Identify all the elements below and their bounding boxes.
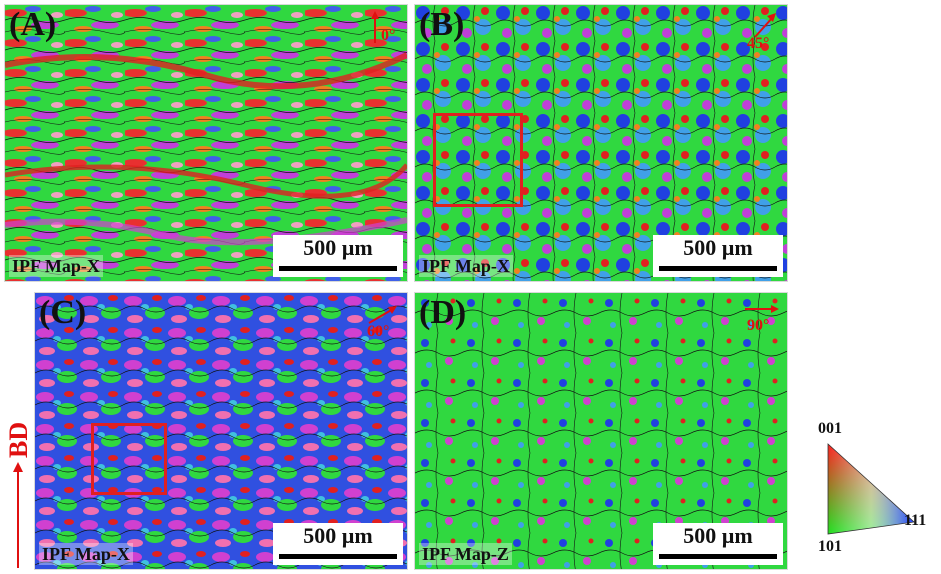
orientation-arrow-icon: 90° — [741, 297, 781, 337]
region-of-interest-box — [433, 113, 523, 207]
panel-label: (A) — [9, 6, 57, 43]
build-direction-label: BD — [4, 421, 33, 458]
angle-label: 0° — [381, 27, 396, 44]
ipf-map-panel-b: (B) 45° IPF Map-X 500 µm — [414, 4, 788, 282]
arrow-up-icon — [13, 462, 23, 568]
angle-label: 90° — [747, 317, 770, 334]
legend-label-001: 001 — [818, 420, 842, 437]
ebsd-grain-map — [5, 5, 407, 281]
ipf-map-panel-a: (A) 0° IPF Map-X 500 µm — [4, 4, 408, 282]
angle-label: 60° — [367, 323, 390, 340]
scale-bar-line — [659, 266, 777, 271]
ipf-triangle-icon — [827, 443, 915, 535]
ipf-map-panel-c: (C) 60° IPF Map-X 500 µm — [34, 292, 408, 570]
map-type-label: IPF Map-X — [9, 255, 103, 277]
scale-bar-line — [279, 266, 397, 271]
orientation-arrow-icon: 0° — [361, 9, 401, 49]
region-of-interest-box — [91, 423, 167, 495]
map-type-label: IPF Map-Z — [419, 543, 512, 565]
build-direction-indicator: BD — [2, 400, 33, 572]
scale-bar: 500 µm — [273, 235, 403, 277]
orientation-arrow-icon: 60° — [361, 297, 401, 340]
arrow-right-icon — [745, 305, 779, 313]
scale-bar-label: 500 µm — [303, 235, 373, 260]
scale-bar-label: 500 µm — [683, 235, 753, 260]
orientation-arrow-icon: 45° — [741, 9, 781, 52]
scale-bar: 500 µm — [653, 523, 783, 565]
scale-bar-label: 500 µm — [303, 523, 373, 548]
map-type-label: IPF Map-X — [39, 543, 133, 565]
arrow-up-icon — [371, 11, 379, 43]
scale-bar-line — [659, 554, 777, 559]
panel-label: (C) — [39, 294, 87, 331]
scale-bar: 500 µm — [273, 523, 403, 565]
ipf-color-legend: 001 101 111 — [818, 420, 938, 560]
scale-bar: 500 µm — [653, 235, 783, 277]
panel-label: (D) — [419, 294, 467, 331]
arrow-diagonal-icon — [368, 306, 397, 324]
angle-label: 45° — [747, 35, 770, 52]
scale-bar-label: 500 µm — [683, 523, 753, 548]
scale-bar-line — [279, 554, 397, 559]
ipf-map-panel-d: (D) 90° IPF Map-Z 500 µm — [414, 292, 788, 570]
panel-label: (B) — [419, 6, 465, 43]
legend-label-101: 101 — [818, 538, 842, 555]
arrow-diagonal-icon — [754, 13, 776, 38]
legend-label-111: 111 — [904, 512, 927, 529]
map-type-label: IPF Map-X — [419, 255, 513, 277]
